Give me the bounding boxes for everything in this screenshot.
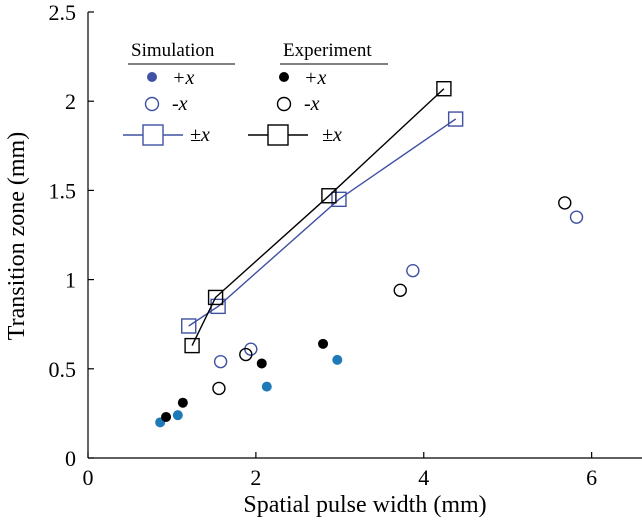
simulation-square-point (447, 111, 464, 127)
y-tick-label: 2 (65, 89, 76, 114)
y-axis-label: Transition zone (mm) (4, 132, 30, 340)
y-tick-label: 1 (65, 268, 76, 293)
x-tick-label: 0 (83, 465, 94, 490)
legend-sim-pm-label: ±x (190, 124, 210, 146)
experiment-filled-point (318, 338, 329, 349)
simulation-open-point (569, 210, 584, 224)
experiment-square-point (207, 289, 224, 306)
y-tick-label: 0.5 (49, 357, 77, 382)
legend-exp-pm-label: ±x (322, 124, 342, 146)
legend-exp-minus-label: -x (304, 93, 320, 115)
legend-exp-minus-marker (276, 96, 292, 112)
simulation-line (188, 118, 457, 327)
experiment-open-point (393, 283, 407, 298)
data-series (155, 81, 584, 428)
experiment-open-circle-series (212, 196, 572, 396)
experiment-filled-circle-series (161, 338, 329, 422)
legend-experiment-header: Experiment (283, 40, 372, 61)
experiment-open-point (239, 347, 253, 362)
simulation-filled-point (172, 410, 183, 421)
x-tick-label: 6 (586, 465, 597, 490)
experiment-square-point (184, 337, 200, 354)
experiment-filled-point (177, 397, 188, 408)
legend: Simulation Experiment +x -x ±x +x -x ±x (123, 40, 388, 146)
y-tick-label: 1.5 (49, 178, 77, 203)
experiment-line (191, 88, 445, 346)
simulation-open-point (406, 263, 420, 278)
axis-ticks: 0 2 4 6 0 0.5 1 1.5 2 2.5 (49, 0, 598, 490)
simulation-filled-circle-series (155, 354, 343, 428)
legend-sim-minus-marker (144, 96, 160, 112)
simulation-square-point (331, 191, 347, 208)
legend-sim-pm-marker (142, 124, 164, 146)
legend-sim-minus-label: -x (172, 93, 188, 115)
legend-exp-pm-marker (267, 124, 289, 146)
legend-sim-plus-marker (147, 72, 157, 82)
simulation-square-point (181, 318, 197, 334)
simulation-open-point (213, 354, 228, 369)
legend-exp-plus-marker (279, 72, 289, 82)
x-tick-label: 2 (250, 465, 261, 490)
experiment-filled-point (161, 411, 172, 422)
legend-simulation-header: Simulation (131, 40, 215, 61)
x-axis-label: Spatial pulse width (mm) (243, 492, 486, 518)
y-tick-label: 2.5 (49, 0, 77, 25)
experiment-filled-point (256, 358, 267, 369)
experiment-square-point (436, 81, 452, 97)
legend-exp-plus-label: +x (304, 67, 326, 89)
x-tick-label: 4 (418, 465, 429, 490)
experiment-open-point (558, 196, 572, 210)
legend-sim-plus-label: +x (172, 67, 194, 89)
simulation-open-circle-series (213, 210, 584, 369)
simulation-filled-point (261, 381, 272, 392)
experiment-square-point (321, 188, 337, 204)
y-tick-label: 0 (65, 446, 76, 471)
simulation-filled-point (332, 354, 343, 365)
experiment-open-point (212, 381, 226, 396)
experiment-open-square-line-series (184, 81, 452, 354)
